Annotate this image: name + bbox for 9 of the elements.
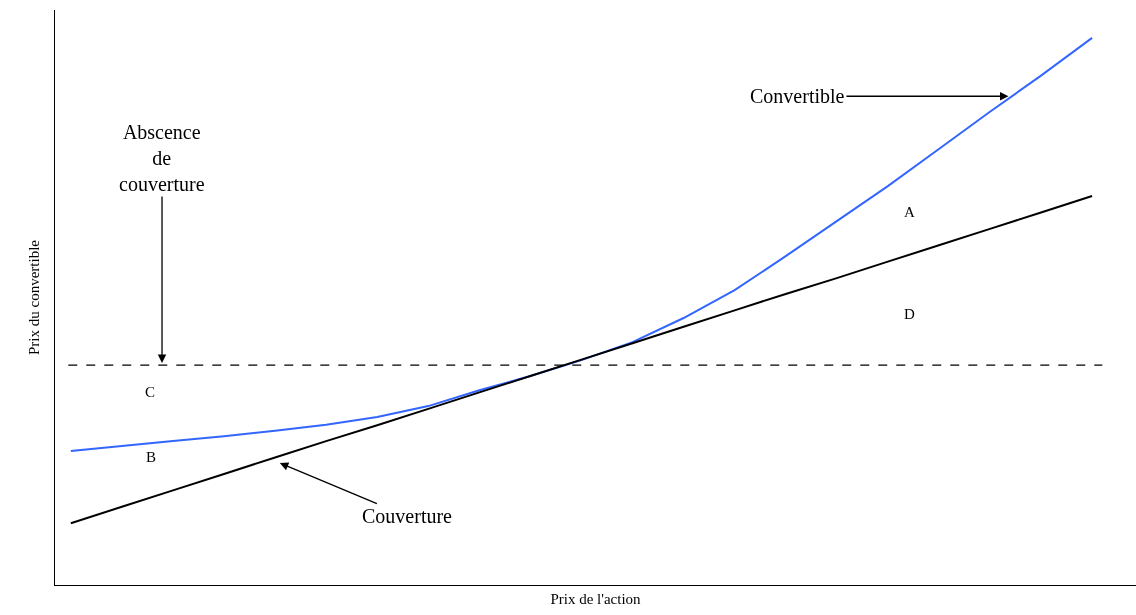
x-axis-title: Prix de l'action [550, 591, 642, 607]
annotation: B [146, 449, 157, 465]
annotation: C [145, 384, 156, 400]
annotation: Abscence de couverture [119, 121, 205, 195]
y-axis-title: Prix du convertible [26, 239, 43, 355]
annotation: Couverture [362, 505, 453, 527]
annotation: D [904, 306, 915, 322]
annotation: Convertible [750, 85, 845, 107]
annotation: A [904, 204, 915, 220]
